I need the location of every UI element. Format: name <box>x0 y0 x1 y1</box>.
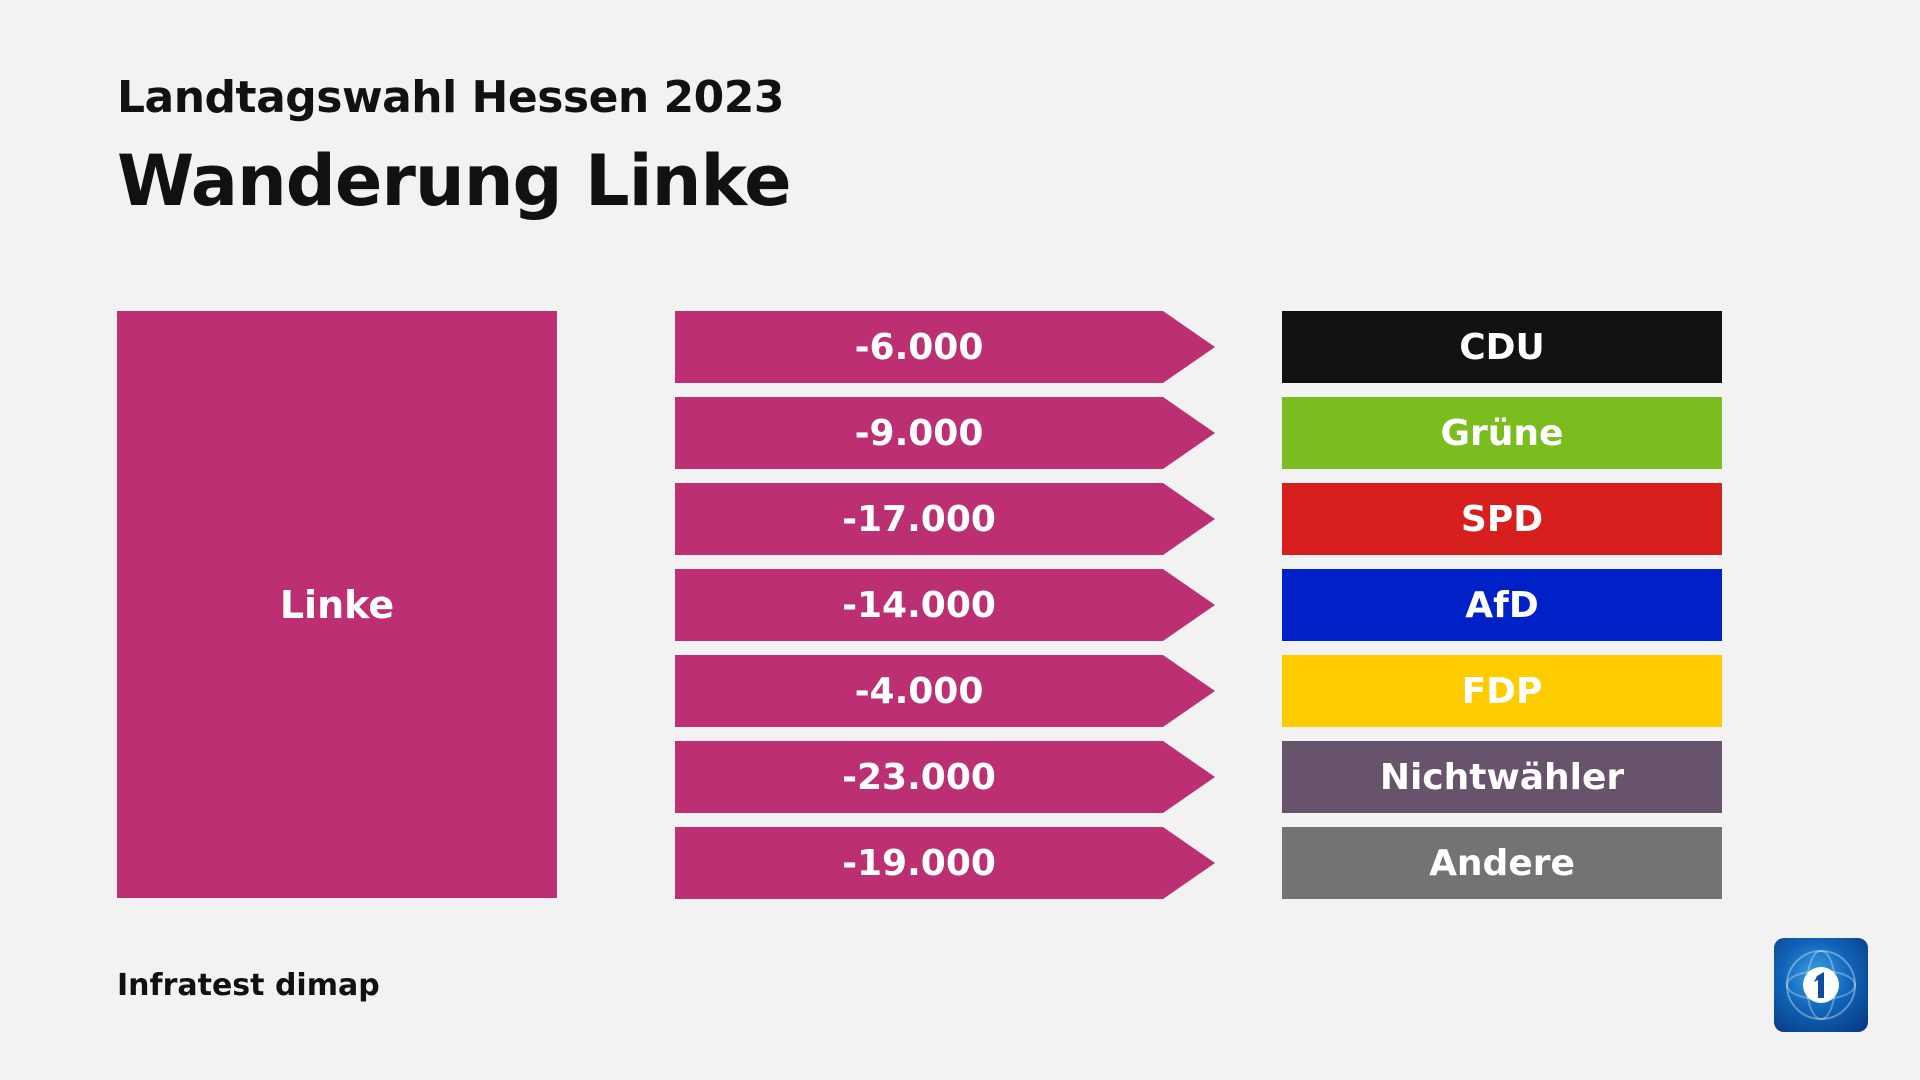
chart-subtitle: Landtagswahl Hessen 2023 <box>117 72 785 123</box>
flow-arrow-polygon <box>675 569 1215 641</box>
flow-arrow: -4.000 <box>675 655 1215 727</box>
flow-arrow-shape <box>675 741 1215 813</box>
target-party-box: Grüne <box>1282 397 1722 469</box>
target-party-box: Nichtwähler <box>1282 741 1722 813</box>
flow-value-label: -19.000 <box>842 842 996 884</box>
source-party-box: Linke <box>117 311 557 898</box>
flow-arrow-polygon <box>675 655 1215 727</box>
source-credit: Infratest dimap <box>117 968 380 1003</box>
flow-value-label: -23.000 <box>842 756 996 798</box>
flow-arrow: -6.000 <box>675 311 1215 383</box>
flow-arrow: -19.000 <box>675 827 1215 899</box>
flow-arrow: -14.000 <box>675 569 1215 641</box>
target-party-box: AfD <box>1282 569 1722 641</box>
flow-arrow: -9.000 <box>675 397 1215 469</box>
flow-value-label: -9.000 <box>854 412 984 454</box>
flow-arrow-polygon <box>675 397 1215 469</box>
flow-value-label: -17.000 <box>842 498 996 540</box>
target-party-box: CDU <box>1282 311 1722 383</box>
target-party-box: FDP <box>1282 655 1722 727</box>
flow-arrow-shape <box>675 397 1215 469</box>
flow-arrow-polygon <box>675 311 1215 383</box>
target-party-box: Andere <box>1282 827 1722 899</box>
flow-value-label: -4.000 <box>854 670 984 712</box>
source-party-label: Linke <box>279 582 395 627</box>
flow-arrow-polygon <box>675 741 1215 813</box>
flow-arrow-polygon <box>675 483 1215 555</box>
flow-value-label: -14.000 <box>842 584 996 626</box>
ard-das-erste-logo-icon <box>1774 938 1868 1032</box>
chart-title: Wanderung Linke <box>117 140 792 222</box>
flow-arrow-shape <box>675 655 1215 727</box>
flow-arrow: -17.000 <box>675 483 1215 555</box>
flow-arrow-shape <box>675 311 1215 383</box>
target-party-box: SPD <box>1282 483 1722 555</box>
flow-arrow: -23.000 <box>675 741 1215 813</box>
flow-arrow-polygon <box>675 827 1215 899</box>
flow-arrow-shape <box>675 569 1215 641</box>
flow-arrow-shape <box>675 827 1215 899</box>
flow-value-label: -6.000 <box>854 326 984 368</box>
flow-arrow-shape <box>675 483 1215 555</box>
